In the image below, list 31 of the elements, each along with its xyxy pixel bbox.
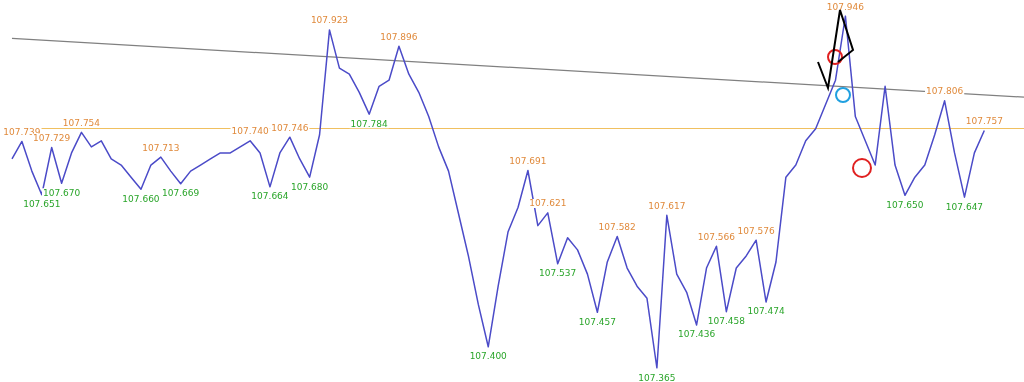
data-label: 107.582 xyxy=(598,222,636,233)
data-label: 107.896 xyxy=(380,31,418,42)
data-label: 107.621 xyxy=(529,198,567,209)
data-label: 107.576 xyxy=(737,225,775,236)
data-label: 107.664 xyxy=(251,191,289,202)
data-label: 107.680 xyxy=(291,181,329,192)
data-label: 107.713 xyxy=(142,142,180,153)
data-label: 107.436 xyxy=(677,329,716,340)
data-label: 107.784 xyxy=(350,118,389,129)
data-label: 107.669 xyxy=(162,188,200,199)
data-label: 107.651 xyxy=(23,199,61,210)
data-label: 107.923 xyxy=(310,15,349,26)
data-label: 107.691 xyxy=(509,155,547,166)
data-label: 107.757 xyxy=(965,116,1003,127)
data-label: 107.537 xyxy=(539,268,577,279)
data-label: 107.617 xyxy=(648,200,686,211)
data-label: 107.806 xyxy=(926,86,964,97)
data-label: 107.474 xyxy=(747,306,785,317)
data-label: 107.660 xyxy=(122,193,160,204)
data-label: 107.566 xyxy=(697,231,736,242)
data-label: 107.946 xyxy=(826,1,865,12)
data-label: 107.650 xyxy=(886,199,924,210)
data-label: 107.670 xyxy=(43,187,81,198)
data-label: 107.458 xyxy=(707,316,746,327)
data-label: 107.647 xyxy=(945,201,984,212)
data-label: 107.457 xyxy=(578,316,616,327)
data-label: 107.746 xyxy=(271,122,309,133)
data-label: 107.400 xyxy=(469,351,508,362)
data-label: 107.740 xyxy=(231,126,269,137)
data-label: 107.365 xyxy=(638,372,676,382)
data-label: 107.754 xyxy=(62,117,101,128)
